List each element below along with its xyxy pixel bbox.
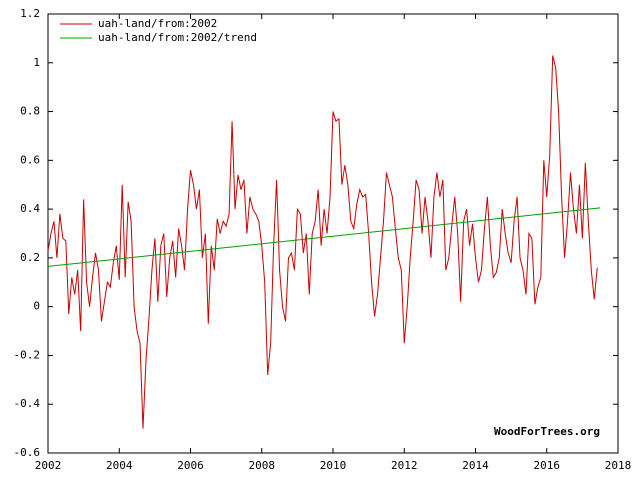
x-tick-label: 2010 [320,459,347,472]
legend-label: uah-land/from:2002 [98,17,217,30]
annotation: WoodForTrees.org [494,425,600,438]
x-tick-label: 2004 [106,459,133,472]
x-tick-label: 2002 [35,459,62,472]
y-tick-label: -0.6 [14,446,41,459]
y-tick-label: 0 [33,300,40,313]
y-tick-label: -0.4 [14,397,41,410]
x-tick-label: 2016 [534,459,561,472]
x-tick-label: 2008 [249,459,276,472]
y-tick-label: 0.2 [20,251,40,264]
y-tick-label: 0.4 [20,202,40,215]
y-tick-label: 0.8 [20,105,40,118]
y-tick-label: 0.6 [20,153,40,166]
series-line [47,207,601,267]
series-line [47,55,598,429]
x-tick-label: 2018 [605,459,632,472]
x-tick-label: 2014 [462,459,489,472]
y-tick-label: -0.2 [14,348,41,361]
y-tick-label: 1 [33,56,40,69]
legend-label: uah-land/from:2002/trend [98,31,257,44]
y-tick-label: 1.2 [20,7,40,20]
x-tick-label: 2012 [391,459,418,472]
x-tick-label: 2006 [177,459,204,472]
